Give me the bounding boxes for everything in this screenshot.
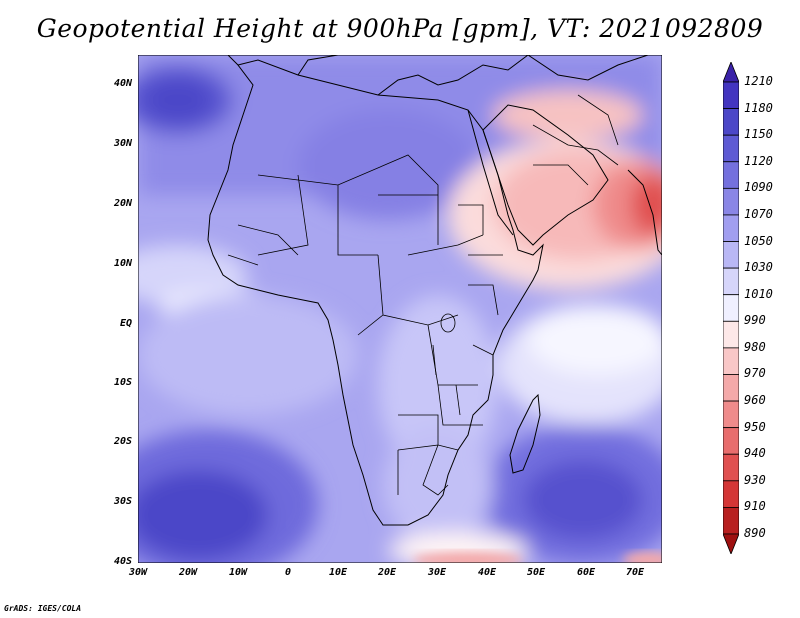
lon-label-20e: 20E (377, 567, 397, 578)
colorbar-label: 890 (744, 526, 766, 540)
colorbar-band (723, 241, 739, 269)
africa-coast (207, 59, 544, 526)
colorbar-label: 910 (744, 499, 766, 514)
lat-label-30s: 30S (113, 496, 132, 507)
colorbar-band (723, 214, 739, 242)
lon-label-30w: 30W (128, 567, 148, 578)
field-southern-africa (383, 425, 493, 545)
lat-label-30n: 30N (113, 138, 132, 149)
lat-label-40s: 40S (113, 556, 132, 567)
colorbar-band (723, 320, 739, 349)
colorbar-band (723, 187, 739, 216)
map-panel (138, 55, 662, 563)
footer-credit: GrADS: IGES/COLA (4, 604, 82, 613)
colorbar-band (723, 161, 739, 189)
colorbar-label: 1050 (744, 233, 773, 248)
mediterranean-coast (227, 55, 529, 96)
lon-label-10e: 10E (328, 567, 348, 578)
colorbar-label: 1180 (744, 100, 773, 115)
india-coast (627, 169, 662, 256)
lon-label-10w: 10W (228, 567, 248, 578)
map-title: Geopotential Height at 900hPa [gpm], VT:… (36, 14, 764, 43)
field-high-azores-core (143, 78, 213, 122)
lon-label-0: 0 (284, 567, 292, 578)
field-sahara (298, 110, 478, 220)
lat-label-20s: 20S (113, 436, 132, 447)
colorbar-band (723, 267, 739, 296)
colorbar-label: 960 (744, 393, 766, 408)
colorbar-label: 1010 (744, 286, 773, 301)
colorbar-label: 1090 (744, 180, 773, 195)
colorbar-band (723, 134, 739, 163)
caspian-iran-coast (527, 55, 649, 81)
country-borders (227, 94, 619, 496)
colorbar-label: 950 (744, 419, 766, 434)
borders-paths (227, 154, 503, 496)
lat-label-10n: 10N (113, 258, 132, 269)
colorbar-label: 980 (744, 339, 766, 354)
colorbar-band (723, 81, 739, 109)
colorbar-bottom-arrow (723, 533, 739, 554)
field-south-indian-high-core (523, 460, 643, 540)
colorbar-band (723, 400, 739, 429)
colorbar (723, 62, 739, 554)
lat-label-10s: 10S (113, 377, 132, 388)
lakes (432, 313, 461, 416)
colorbar-band (723, 347, 739, 375)
colorbar-label: 1030 (744, 260, 773, 275)
lon-label-70e: 70E (625, 567, 645, 578)
lon-label-60e: 60E (576, 567, 596, 578)
colorbar-label: 990 (744, 313, 766, 328)
lake-malawi (455, 384, 461, 416)
field-south-atlantic-high-core (138, 470, 268, 560)
lat-label-eq: EQ (119, 318, 132, 329)
lon-label-30e: 30E (427, 567, 447, 578)
map-canvas (138, 55, 662, 563)
colorbar-label: 940 (744, 446, 766, 461)
colorbar-label: 1210 (744, 74, 773, 88)
colorbar-band (723, 108, 739, 136)
lake-victoria (440, 313, 456, 333)
field-india-low-core (631, 175, 662, 235)
lat-label-20n: 20N (113, 198, 132, 209)
colorbar-band (723, 294, 739, 322)
colorbar-label: 930 (744, 472, 766, 487)
madagascar-coast (509, 393, 541, 474)
red-sea-coast (467, 109, 514, 236)
field-middle-east-low (493, 90, 643, 140)
field-southern-trough-core (413, 552, 523, 563)
arabia-coast (482, 104, 609, 246)
field-indian-ocean-lightest (528, 305, 662, 375)
colorbar-band (723, 427, 739, 455)
coastlines (207, 55, 662, 526)
lake-tanganyika (432, 344, 437, 376)
colorbar-band (723, 453, 739, 482)
colorbar-band (723, 374, 739, 402)
lon-label-20w: 20W (178, 567, 198, 578)
lon-label-40e: 40E (477, 567, 497, 578)
colorbar-band (723, 507, 739, 535)
lon-label-50e: 50E (526, 567, 546, 578)
colorbar-band (723, 480, 739, 508)
colorbar-label: 1070 (744, 206, 773, 221)
field-west-atlantic-light (138, 245, 248, 305)
field-equatorial-atlantic (138, 295, 358, 415)
colorbar-label: 1150 (744, 127, 773, 142)
colorbar-label: 1120 (744, 153, 773, 168)
field-southeast-trough (623, 552, 662, 563)
colorbar-top-arrow (723, 62, 739, 83)
colorbar-label: 970 (744, 366, 766, 381)
lat-label-40n: 40N (113, 78, 132, 89)
middle-east-borders (532, 94, 619, 186)
